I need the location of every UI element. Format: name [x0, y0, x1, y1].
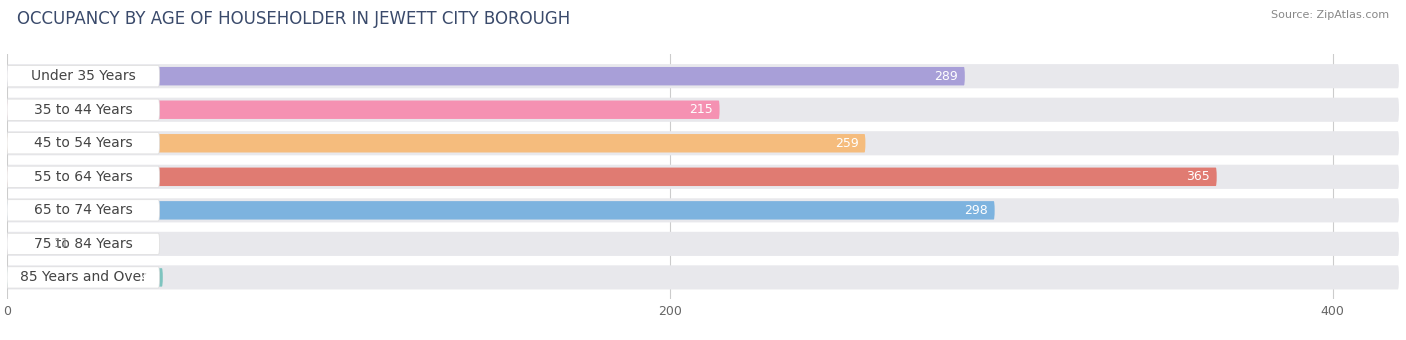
FancyBboxPatch shape	[7, 99, 159, 120]
FancyBboxPatch shape	[7, 133, 159, 154]
Text: 289: 289	[935, 70, 959, 83]
Text: 11: 11	[53, 237, 69, 250]
Text: 259: 259	[835, 137, 859, 150]
FancyBboxPatch shape	[7, 131, 1399, 155]
FancyBboxPatch shape	[7, 265, 1399, 289]
FancyBboxPatch shape	[7, 165, 1399, 189]
Text: OCCUPANCY BY AGE OF HOUSEHOLDER IN JEWETT CITY BOROUGH: OCCUPANCY BY AGE OF HOUSEHOLDER IN JEWET…	[17, 10, 569, 28]
Text: 45 to 54 Years: 45 to 54 Years	[34, 136, 132, 150]
FancyBboxPatch shape	[7, 98, 1399, 122]
FancyBboxPatch shape	[7, 66, 159, 87]
FancyBboxPatch shape	[7, 101, 720, 119]
FancyBboxPatch shape	[7, 200, 159, 221]
Text: 298: 298	[965, 204, 988, 217]
FancyBboxPatch shape	[7, 232, 1399, 256]
FancyBboxPatch shape	[7, 235, 44, 253]
Text: Under 35 Years: Under 35 Years	[31, 69, 135, 83]
Text: 215: 215	[689, 103, 713, 116]
Text: 75 to 84 Years: 75 to 84 Years	[34, 237, 132, 251]
FancyBboxPatch shape	[7, 267, 159, 288]
FancyBboxPatch shape	[7, 134, 866, 152]
FancyBboxPatch shape	[7, 64, 1399, 88]
Text: 365: 365	[1187, 170, 1211, 183]
FancyBboxPatch shape	[7, 166, 159, 187]
FancyBboxPatch shape	[7, 198, 1399, 222]
FancyBboxPatch shape	[7, 233, 159, 255]
Text: Source: ZipAtlas.com: Source: ZipAtlas.com	[1271, 10, 1389, 20]
Text: 35 to 44 Years: 35 to 44 Years	[34, 103, 132, 117]
FancyBboxPatch shape	[7, 201, 994, 220]
FancyBboxPatch shape	[7, 67, 965, 85]
Text: 65 to 74 Years: 65 to 74 Years	[34, 203, 132, 217]
Text: 85 Years and Over: 85 Years and Over	[20, 270, 146, 284]
Text: 55 to 64 Years: 55 to 64 Years	[34, 170, 132, 184]
FancyBboxPatch shape	[7, 168, 1216, 186]
FancyBboxPatch shape	[7, 268, 163, 287]
Text: 47: 47	[141, 271, 156, 284]
